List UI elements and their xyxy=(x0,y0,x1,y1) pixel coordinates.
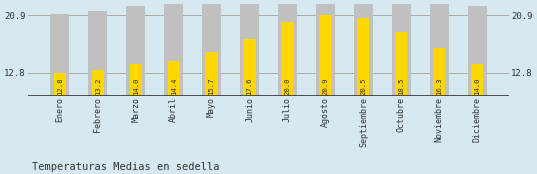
Bar xyxy=(92,70,104,96)
Bar xyxy=(468,6,487,96)
Bar xyxy=(281,22,294,96)
Bar xyxy=(88,11,107,96)
Bar xyxy=(126,6,145,96)
Bar xyxy=(164,3,183,96)
Bar xyxy=(430,0,449,96)
Bar xyxy=(395,32,408,96)
Bar xyxy=(320,15,331,96)
Text: 14.0: 14.0 xyxy=(133,77,139,95)
Text: 14.4: 14.4 xyxy=(171,77,177,95)
Bar xyxy=(392,0,411,96)
Bar xyxy=(357,18,369,96)
Bar xyxy=(206,52,217,96)
Text: 20.0: 20.0 xyxy=(285,77,291,95)
Text: Temperaturas Medias en sedella: Temperaturas Medias en sedella xyxy=(32,162,220,172)
Bar xyxy=(278,0,297,96)
Bar xyxy=(168,61,180,96)
Bar xyxy=(243,39,256,96)
Text: 16.3: 16.3 xyxy=(436,77,442,95)
Bar xyxy=(202,0,221,96)
Bar xyxy=(471,64,483,96)
Text: 13.2: 13.2 xyxy=(95,77,101,95)
Text: 14.0: 14.0 xyxy=(474,77,480,95)
Text: 20.5: 20.5 xyxy=(360,77,366,95)
Bar xyxy=(433,48,445,96)
Bar xyxy=(54,73,66,96)
Text: 17.6: 17.6 xyxy=(246,77,252,95)
Text: 15.7: 15.7 xyxy=(208,77,215,95)
Text: 18.5: 18.5 xyxy=(398,77,404,95)
Bar xyxy=(240,0,259,96)
Bar xyxy=(129,64,142,96)
Text: 20.9: 20.9 xyxy=(322,77,329,95)
Bar xyxy=(50,14,69,96)
Text: 12.8: 12.8 xyxy=(57,77,63,95)
Bar xyxy=(354,0,373,96)
Bar xyxy=(316,0,335,96)
